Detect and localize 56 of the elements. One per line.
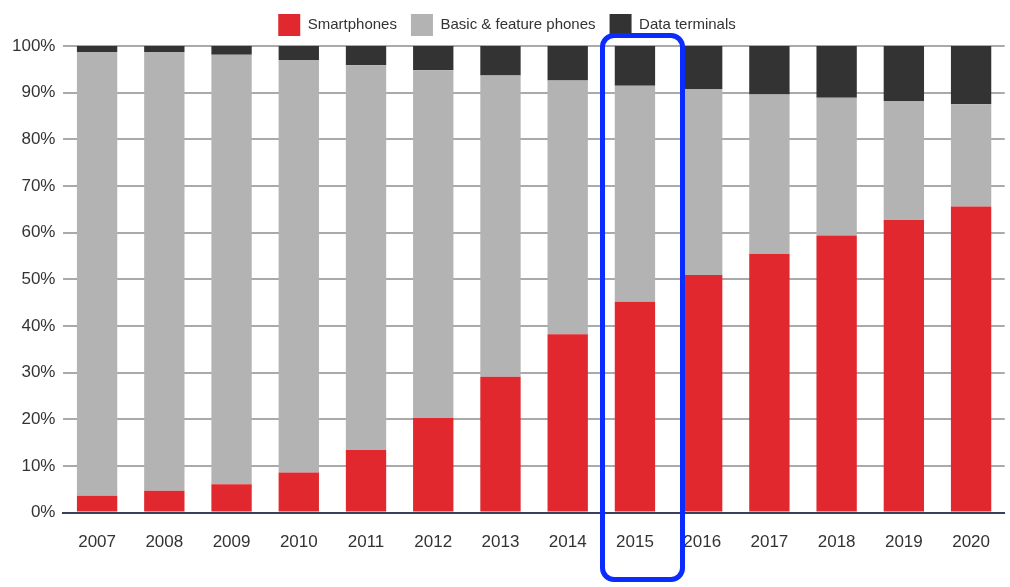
x-tick-label: 2013 (481, 532, 520, 552)
y-tick-label: 90% (21, 82, 56, 102)
y-tick-label: 70% (21, 175, 56, 195)
x-tick-label: 2008 (145, 532, 184, 552)
bar (413, 46, 454, 71)
x-tick-label: 2017 (750, 532, 789, 552)
bar (345, 46, 387, 66)
y-tick-label: 60% (21, 222, 56, 242)
y-tick-label: 30% (21, 362, 56, 382)
y-tick-label: 20% (21, 408, 56, 428)
bar (682, 46, 723, 89)
x-tick-label: 2009 (212, 532, 251, 552)
bar (547, 46, 588, 81)
x-tick-label: 2007 (78, 532, 117, 552)
bar (211, 46, 252, 55)
x-tick-label: 2015 (616, 532, 654, 552)
y-tick-label: 100% (12, 35, 56, 55)
bar (345, 450, 387, 512)
legend-label: Smartphones (307, 15, 397, 33)
bar (278, 472, 319, 512)
y-tick-label: 10% (21, 455, 56, 475)
bar (883, 220, 925, 512)
bar (950, 206, 992, 512)
y-tick-label: 0% (30, 502, 56, 522)
bar (749, 254, 790, 512)
y-tick-label: 50% (21, 268, 56, 288)
legend-label: Data terminals (639, 15, 736, 33)
x-tick-label: 2010 (279, 532, 318, 552)
x-tick-label: 2014 (548, 532, 587, 552)
bar (76, 46, 118, 53)
bar (144, 46, 185, 53)
bar (547, 334, 588, 512)
bar (413, 417, 454, 512)
bar (480, 376, 521, 512)
bar (682, 275, 723, 512)
x-tick-label: 2016 (683, 532, 722, 552)
bar (816, 46, 857, 98)
x-tick-label: 2012 (414, 532, 453, 552)
bar (76, 495, 118, 512)
bar (614, 46, 656, 86)
bar (749, 46, 790, 95)
bar (278, 46, 319, 60)
x-tick-label: 2018 (817, 532, 856, 552)
x-tick-label: 2020 (952, 532, 990, 552)
legend-label: Basic & feature phones (440, 15, 596, 33)
bar (816, 235, 857, 512)
bar (211, 484, 252, 512)
y-tick-label: 40% (21, 315, 56, 335)
x-tick-label: 2011 (347, 532, 385, 552)
bar (883, 46, 925, 102)
y-tick-label: 80% (21, 129, 56, 149)
bar (480, 46, 521, 76)
bar (614, 301, 656, 512)
x-tick-label: 2019 (884, 532, 923, 552)
bar (144, 490, 185, 512)
bar (950, 46, 992, 105)
